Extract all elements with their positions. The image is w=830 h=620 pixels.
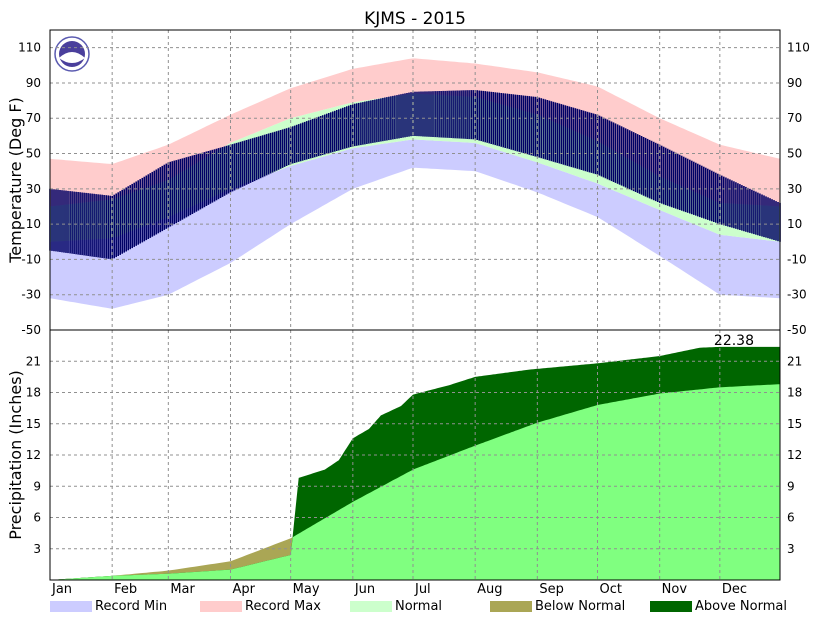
precip-tick-right: 18 [787,386,802,400]
precip-tick-left: 6 [33,511,41,525]
record-max-band [50,58,780,207]
month-tick: Mar [170,582,195,597]
legend-swatch [490,601,532,612]
temp-tick-left: 10 [26,217,41,231]
temperature-panel [49,58,781,309]
month-tick: Jun [354,582,375,597]
legend-swatch [650,601,692,612]
month-tick: Feb [114,582,137,597]
precip-tick-right: 15 [787,417,802,431]
chart-title: KJMS - 2015 [364,9,466,29]
precipitation-axis-label: Precipitation (Inches) [6,370,25,540]
temp-tick-right: 30 [787,182,802,196]
temp-tick-right: -30 [787,288,807,302]
month-tick: Sep [539,582,564,597]
temp-tick-left: 30 [26,182,41,196]
temp-tick-left: 50 [26,147,41,161]
legend-swatch [50,601,92,612]
temp-tick-left: 70 [26,111,41,125]
precip-tick-right: 3 [787,542,795,556]
precipitation-total-label: 22.38 [714,333,754,349]
legend: Record Min Record Max Normal Below Normal Ab… [50,599,787,614]
temp-tick-right: 50 [787,147,802,161]
month-tick: Nov [662,582,688,597]
legend-label: Record Min [95,599,167,614]
legend-swatch [200,601,242,612]
temp-tick-right: 90 [787,76,802,90]
temperature-axis-label: Temperature (Deg F) [6,97,25,264]
precip-tick-left: 12 [26,448,41,462]
precip-tick-left: 3 [33,542,41,556]
legend-swatch [350,601,392,612]
precip-tick-right: 21 [787,354,802,368]
precip-tick-right: 12 [787,448,802,462]
precip-tick-left: 18 [26,386,41,400]
precip-tick-left: 21 [26,354,41,368]
precip-tick-left: 9 [33,479,41,493]
month-tick: Jan [51,582,72,597]
temp-tick-right: -50 [787,323,807,337]
month-tick: May [293,582,320,597]
temp-tick-left: 110 [18,41,41,55]
observed-temperature-bars [49,90,781,260]
precip-tick-left: 15 [26,417,41,431]
plot-frames [49,29,781,581]
legend-label: Below Normal [535,599,625,614]
month-tick: Oct [600,582,622,597]
precip-tick-right: 6 [787,511,795,525]
month-tick: Aug [477,582,502,597]
month-tick: Jul [414,582,431,597]
temp-tick-right: 10 [787,217,802,231]
axis-labels: Temperature (Deg F) Precipitation (Inche… [6,97,754,540]
legend-label: Above Normal [695,599,787,614]
precipitation-panel [50,346,780,580]
temp-tick-right: 70 [787,111,802,125]
tick-labels: -50 -50 -30 -30 -10 -10 10 10 30 30 50 50 70 70 90 90 11… [18,41,810,597]
temp-tick-left: -10 [21,252,41,266]
temp-tick-left: -50 [21,323,41,337]
legend-label: Record Max [245,599,321,614]
temp-tick-right: -10 [787,252,807,266]
month-tick: Dec [722,582,747,597]
noaa-logo [54,36,90,72]
temp-tick-left: 90 [26,76,41,90]
month-tick: Apr [232,582,255,597]
legend-label: Normal [395,599,442,614]
temp-tick-left: -30 [21,288,41,302]
temp-tick-right: 110 [787,41,810,55]
grid-lines [50,30,780,580]
precip-tick-right: 9 [787,479,795,493]
